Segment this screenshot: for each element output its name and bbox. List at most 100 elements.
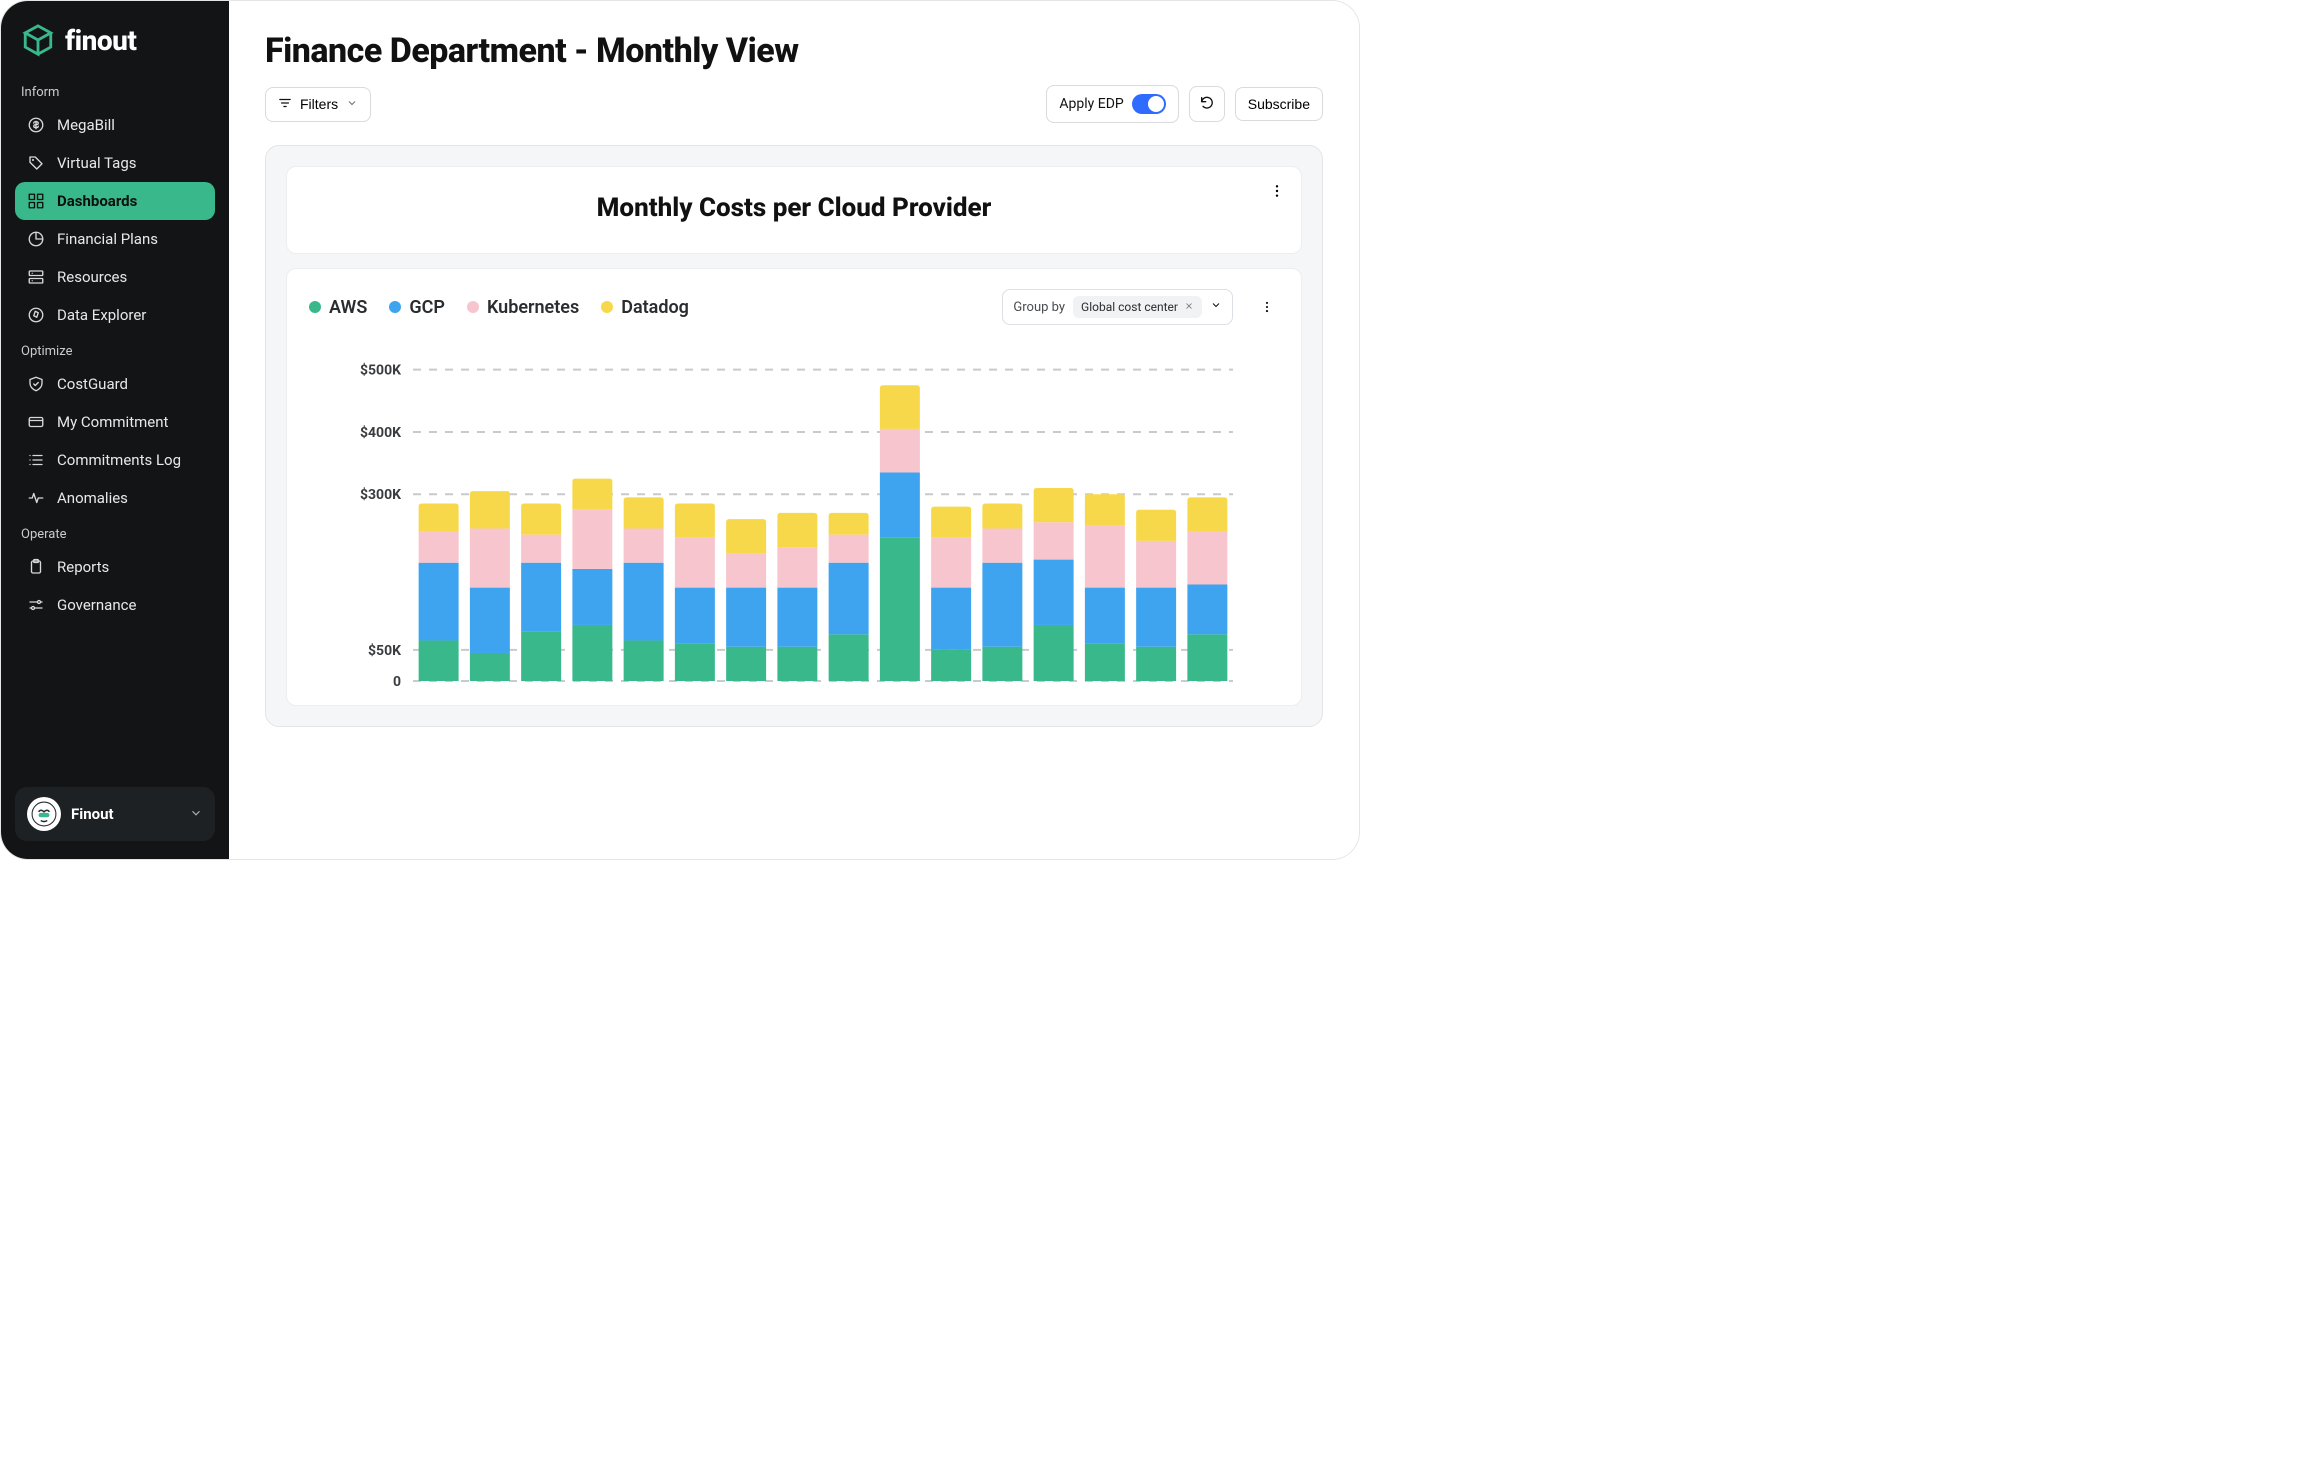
bar-segment[interactable] [1034,560,1074,625]
groupby-control[interactable]: Group by Global cost center [1002,289,1233,325]
bar-segment[interactable] [931,538,971,588]
bar-segment[interactable] [470,653,510,681]
stacked-bar-chart: 0$50K$300K$400K$500K [303,341,1243,691]
card-icon [27,413,45,431]
bar-segment[interactable] [931,650,971,681]
bar-segment[interactable] [1085,494,1125,525]
bar-segment[interactable] [1187,584,1227,634]
bar-segment[interactable] [829,634,869,681]
bar-segment[interactable] [777,647,817,681]
bar-segment[interactable] [675,538,715,588]
bar-segment[interactable] [1187,634,1227,681]
chip-remove-button[interactable] [1184,300,1194,314]
workspace-avatar-icon [27,797,61,831]
sidebar-item-virtual-tags[interactable]: Virtual Tags [15,144,215,182]
bar-segment[interactable] [419,504,459,532]
bar-segment[interactable] [521,563,561,631]
sidebar-item-anomalies[interactable]: Anomalies [15,479,215,517]
bar-segment[interactable] [572,569,612,625]
bar-segment[interactable] [1034,488,1074,522]
bar-segment[interactable] [624,563,664,641]
sidebar-item-data-explorer[interactable]: Data Explorer [15,296,215,334]
sidebar-item-my-commitment[interactable]: My Commitment [15,403,215,441]
sidebar-item-commitments-log[interactable]: Commitments Log [15,441,215,479]
bar-segment[interactable] [880,385,920,429]
bar-segment[interactable] [1136,541,1176,588]
bar-segment[interactable] [572,510,612,569]
bar-segment[interactable] [1034,522,1074,559]
bar-segment[interactable] [880,538,920,681]
bar-segment[interactable] [470,588,510,653]
bar-segment[interactable] [675,644,715,681]
legend-item-kubernetes[interactable]: Kubernetes [467,297,579,318]
legend-item-datadog[interactable]: Datadog [601,297,689,318]
legend-label: Kubernetes [487,297,579,318]
sidebar-item-resources[interactable]: Resources [15,258,215,296]
bar-segment[interactable] [931,588,971,650]
bar-segment[interactable] [470,491,510,528]
bar-segment[interactable] [726,519,766,553]
bar-segment[interactable] [1085,525,1125,587]
bar-segment[interactable] [572,479,612,510]
sidebar-item-financial-plans[interactable]: Financial Plans [15,220,215,258]
bar-segment[interactable] [726,553,766,587]
sidebar-item-megabill[interactable]: MegaBill [15,106,215,144]
bar-segment[interactable] [1136,588,1176,647]
bar-segment[interactable] [726,647,766,681]
legend-dot-icon [309,301,321,313]
bar-segment[interactable] [1187,532,1227,585]
bar-segment[interactable] [777,588,817,647]
sidebar-item-governance[interactable]: Governance [15,586,215,624]
bar-segment[interactable] [675,504,715,538]
legend-dot-icon [601,301,613,313]
sidebar-item-dashboards[interactable]: Dashboards [15,182,215,220]
bar-segment[interactable] [777,547,817,587]
card-menu-button[interactable] [1265,179,1289,203]
bar-segment[interactable] [1136,510,1176,541]
sidebar-item-reports[interactable]: Reports [15,548,215,586]
bar-segment[interactable] [777,513,817,547]
bar-segment[interactable] [880,472,920,537]
sidebar-item-costguard[interactable]: CostGuard [15,365,215,403]
bar-segment[interactable] [1085,588,1125,644]
bar-segment[interactable] [829,535,869,563]
bar-segment[interactable] [829,513,869,535]
legend-item-aws[interactable]: AWS [309,297,367,318]
bar-segment[interactable] [521,535,561,563]
bar-segment[interactable] [982,528,1022,562]
bar-segment[interactable] [1034,625,1074,681]
apply-edp-toggle[interactable]: Apply EDP [1046,85,1178,123]
sidebar-section-label: Inform [15,75,215,106]
bar-segment[interactable] [521,504,561,535]
sidebar-item-label: Virtual Tags [57,154,137,172]
bar-segment[interactable] [419,641,459,681]
bar-segment[interactable] [624,641,664,681]
bar-segment[interactable] [470,528,510,587]
bar-segment[interactable] [419,532,459,563]
filters-button[interactable]: Filters [265,87,371,122]
pulse-icon [27,489,45,507]
reset-button[interactable] [1189,86,1225,122]
chart-menu-button[interactable] [1255,295,1279,319]
chart-title: Monthly Costs per Cloud Provider [303,193,1285,223]
bar-segment[interactable] [572,625,612,681]
bar-segment[interactable] [982,647,1022,681]
bar-segment[interactable] [982,504,1022,529]
bar-segment[interactable] [1187,497,1227,531]
bar-segment[interactable] [1085,644,1125,681]
bar-segment[interactable] [829,563,869,635]
bar-segment[interactable] [982,563,1022,647]
bar-segment[interactable] [419,563,459,641]
bar-segment[interactable] [675,588,715,644]
bar-segment[interactable] [931,507,971,538]
bar-segment[interactable] [880,429,920,473]
bar-segment[interactable] [521,631,561,681]
bar-segment[interactable] [1136,647,1176,681]
bar-segment[interactable] [726,588,766,647]
legend-item-gcp[interactable]: GCP [389,297,445,318]
workspace-switcher[interactable]: Finout [15,787,215,841]
bar-segment[interactable] [624,528,664,562]
subscribe-button[interactable]: Subscribe [1235,87,1323,121]
bar-segment[interactable] [624,497,664,528]
app-window: finout InformMegaBillVirtual TagsDashboa… [0,0,1360,860]
